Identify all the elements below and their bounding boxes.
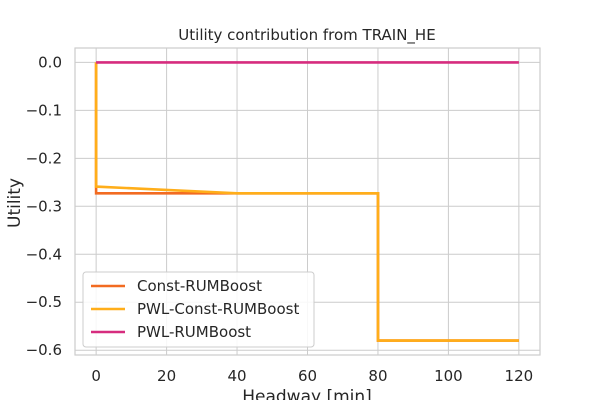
x-axis-title: Headway [min] xyxy=(242,387,372,400)
y-tick-label: −0.1 xyxy=(26,101,62,119)
legend-box xyxy=(82,271,315,348)
legend-label-pwl-const-rumboost: PWL-Const-RUMBoost xyxy=(137,300,299,318)
x-tick-label: 20 xyxy=(157,367,176,385)
x-tick-labels: 0 20 40 60 80 100 120 xyxy=(91,367,533,385)
y-tick-labels: 0.0 −0.1 −0.2 −0.3 −0.4 −0.5 −0.6 xyxy=(26,53,62,359)
y-tick-label: −0.4 xyxy=(26,245,62,263)
x-tick-label: 60 xyxy=(298,367,317,385)
y-axis-title: Utility xyxy=(5,178,25,228)
x-tick-label: 120 xyxy=(505,367,534,385)
y-tick-label: −0.2 xyxy=(26,149,62,167)
y-tick-label: 0.0 xyxy=(38,53,62,71)
legend-label-const-rumboost: Const-RUMBoost xyxy=(137,277,262,295)
legend-label-pwl-rumboost: PWL-RUMBoost xyxy=(137,323,251,341)
x-tick-label: 100 xyxy=(434,367,463,385)
series-layer xyxy=(94,61,519,342)
y-tick-label: −0.5 xyxy=(26,293,62,311)
x-tick-label: 80 xyxy=(368,367,387,385)
chart-title: Utility contribution from TRAIN_HE xyxy=(178,26,435,45)
y-tick-label: −0.3 xyxy=(26,197,62,215)
legend: Const-RUMBoost PWL-Const-RUMBoost PWL-RU… xyxy=(82,271,315,348)
x-tick-label: 40 xyxy=(227,367,246,385)
y-tick-label: −0.6 xyxy=(26,341,62,359)
plot-frame xyxy=(74,47,541,356)
x-tick-label: 0 xyxy=(91,367,101,385)
series-line-pwl-const-rumboost xyxy=(94,62,519,342)
